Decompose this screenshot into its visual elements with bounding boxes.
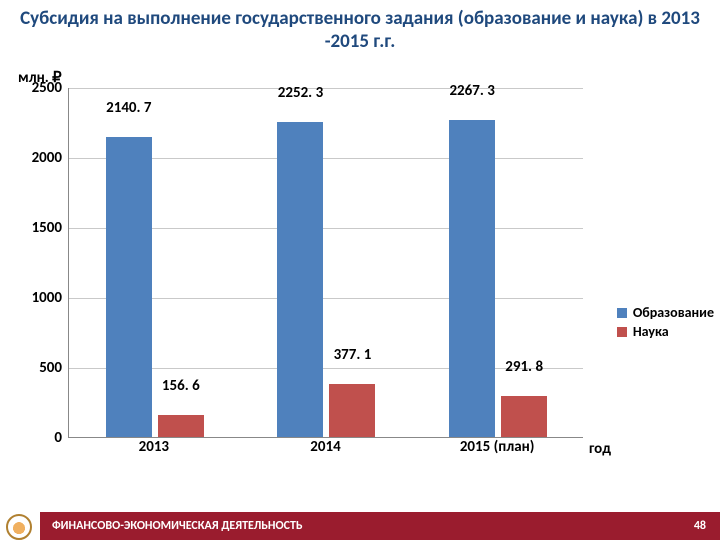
footer-logo-icon bbox=[0, 512, 40, 540]
legend-swatch bbox=[617, 308, 627, 318]
bar-value-label: 2267. 3 bbox=[432, 82, 512, 100]
bar bbox=[329, 384, 375, 437]
legend-label: Наука bbox=[633, 323, 669, 340]
bar-value-label: 291. 8 bbox=[484, 358, 564, 376]
x-tick: 2014 bbox=[240, 438, 412, 456]
footer-bar: ФИНАНСОВО-ЭКОНОМИЧЕСКАЯ ДЕЯТЕЛЬНОСТЬ 48 bbox=[0, 512, 720, 540]
x-axis-title: год bbox=[589, 440, 611, 458]
plot-area: 2140. 7156. 62252. 3377. 12267. 3291. 8 bbox=[68, 88, 583, 438]
bar bbox=[449, 120, 495, 437]
y-tick: 2000 bbox=[18, 149, 62, 167]
bar-chart: млн. ₽ 2140. 7156. 62252. 3377. 12267. 3… bbox=[18, 80, 588, 490]
bar-value-label: 156. 6 bbox=[141, 377, 221, 395]
y-tick: 2500 bbox=[18, 79, 62, 97]
y-tick: 500 bbox=[18, 359, 62, 377]
bar bbox=[501, 396, 547, 437]
bar-group: 2140. 7 156. 6 bbox=[69, 87, 241, 437]
bar-value-label: 377. 1 bbox=[312, 346, 392, 364]
legend-item: Образование bbox=[617, 304, 714, 321]
x-tick: 2015 (план) bbox=[411, 438, 583, 456]
bar bbox=[158, 415, 204, 437]
bar bbox=[277, 122, 323, 437]
legend-label: Образование bbox=[633, 304, 714, 321]
slide-title: Субсидия на выполнение государственного … bbox=[0, 0, 720, 58]
y-tick: 0 bbox=[18, 429, 62, 447]
bar-value-label: 2252. 3 bbox=[260, 84, 340, 102]
bar-group: 2267. 3291. 8 bbox=[412, 87, 584, 437]
legend-swatch bbox=[617, 327, 627, 337]
legend-item: Наука bbox=[617, 323, 714, 340]
bar-value-label: 2140. 7 bbox=[89, 99, 169, 117]
legend: Образование Наука bbox=[617, 304, 714, 342]
x-tick: 2013 bbox=[68, 438, 240, 456]
page-number: 48 bbox=[680, 512, 720, 540]
bar-group: 2252. 3 377. 1 bbox=[241, 87, 413, 437]
y-tick: 1500 bbox=[18, 219, 62, 237]
y-tick: 1000 bbox=[18, 289, 62, 307]
footer-text: ФИНАНСОВО-ЭКОНОМИЧЕСКАЯ ДЕЯТЕЛЬНОСТЬ bbox=[40, 512, 680, 540]
